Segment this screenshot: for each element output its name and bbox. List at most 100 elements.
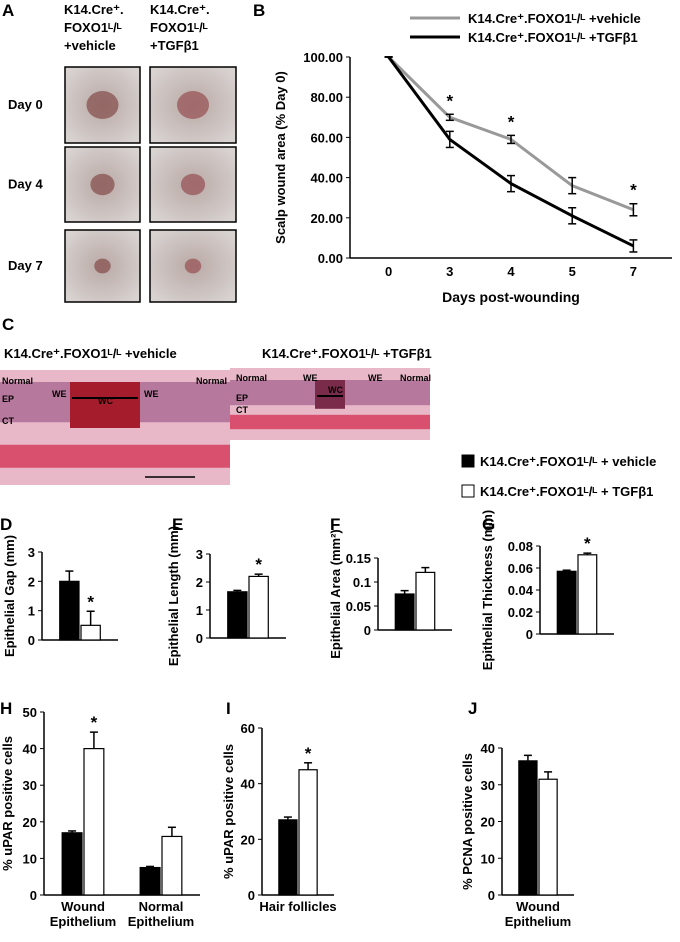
significance: * [630, 181, 637, 200]
y-tick-label: 2 [196, 575, 203, 590]
y-tick-label: 0 [28, 633, 35, 648]
y-tick-label: 40 [23, 742, 37, 757]
y-tick-label: 10 [23, 851, 37, 866]
panel-letter: A [2, 1, 14, 20]
bar [248, 575, 269, 639]
tissue-label: Normal [2, 376, 33, 386]
y-tick-label: 2 [28, 574, 35, 589]
row-label: Day 7 [8, 258, 43, 273]
y-tick-label: 20.00 [310, 211, 343, 226]
tissue-label: WE [303, 373, 318, 383]
wound [90, 173, 115, 196]
x-tick-label: Wound [516, 899, 560, 914]
bar [556, 570, 577, 635]
tissue-label: Normal [400, 373, 431, 383]
bar [83, 747, 105, 896]
y-tick-label: 100.00 [303, 50, 343, 65]
bar [161, 835, 183, 896]
y-tick-label: 3 [196, 547, 203, 562]
y-tick-label: 1 [196, 603, 203, 618]
wound-gap [70, 382, 140, 428]
section-title: K14.Cre⁺.FOXO1ᴸ/ᴸ +vehicle [4, 346, 177, 361]
bar [80, 624, 101, 641]
bar [278, 819, 298, 896]
y-tick-label: 3 [28, 545, 35, 560]
legend-swatch [461, 484, 475, 498]
y-axis-label: Epithelial Gap (mm) [2, 535, 17, 657]
y-axis-label: % uPAR positive cells [221, 744, 236, 879]
bar [298, 769, 318, 896]
tissue-label: EP [236, 393, 248, 403]
bar [139, 866, 161, 896]
tissue-label: EP [2, 394, 14, 404]
tissue-label: CT [2, 416, 14, 426]
section-title: K14.Cre⁺.FOXO1ᴸ/ᴸ +TGFβ1 [262, 346, 432, 361]
y-tick-label: 0.1 [353, 575, 371, 590]
x-tick-label: 7 [630, 264, 637, 279]
x-tick-label: Epithelium [505, 914, 571, 929]
y-tick-label: 0 [364, 623, 371, 638]
significance: * [255, 555, 262, 574]
panel-letter: H [0, 699, 12, 718]
x-axis-label: Days post-wounding [442, 289, 580, 305]
y-tick-label: 0 [488, 888, 495, 903]
legend-label: K14.Cre⁺.FOXO1ᴸ/ᴸ + TGFβ1 [480, 484, 653, 499]
legend-label: K14.Cre⁺.FOXO1ᴸ/ᴸ +TGFβ1 [468, 30, 638, 45]
y-axis-label: Epithelial Length (mm) [166, 526, 181, 666]
y-tick-label: 20 [481, 815, 495, 830]
wound [86, 91, 119, 119]
y-tick-label: 0.02 [508, 605, 533, 620]
y-tick-label: 0.00 [318, 251, 343, 266]
series-line [387, 56, 635, 248]
y-tick-label: 0.06 [508, 561, 533, 576]
y-tick-label: 40 [481, 741, 495, 756]
y-tick-label: 60.00 [310, 130, 343, 145]
column-header: FOXO1ᴸ/ᴸ [64, 20, 122, 35]
y-tick-label: 0 [248, 888, 255, 903]
column-header: +vehicle [64, 38, 116, 53]
bar [394, 593, 415, 631]
wound [180, 173, 206, 196]
panel-letter: D [0, 515, 12, 534]
wound [177, 91, 209, 119]
significance: * [584, 534, 591, 553]
x-tick-label: 3 [446, 264, 453, 279]
x-tick-label: Epithelium [128, 914, 194, 929]
row-label: Day 0 [8, 97, 43, 112]
y-tick-label: 0 [196, 631, 203, 646]
wound [94, 258, 111, 274]
tissue-label: WC [98, 396, 113, 406]
bone [230, 414, 430, 430]
panel-letter: C [2, 315, 14, 334]
tissue-label: Normal [196, 376, 227, 386]
row-label: Day 4 [8, 177, 43, 192]
y-axis-label: Epithelial Area (mm²) [328, 529, 343, 659]
x-tick-label: 0 [385, 264, 392, 279]
y-tick-label: 50 [23, 705, 37, 720]
y-tick-label: 0.08 [508, 539, 533, 554]
x-tick-label: Epithelium [50, 914, 116, 929]
tissue-label: WE [52, 389, 67, 399]
legend-label: K14.Cre⁺.FOXO1ᴸ/ᴸ +vehicle [468, 11, 641, 26]
y-tick-label: 0 [526, 627, 533, 642]
y-tick-label: 0 [30, 888, 37, 903]
column-header: +TGFβ1 [150, 38, 199, 53]
wound [184, 258, 202, 274]
panel-letter: J [468, 699, 477, 718]
significance: * [87, 592, 94, 611]
y-axis-label: Epithelial Thickness (mm) [480, 510, 495, 670]
y-tick-label: 20 [241, 832, 255, 847]
panel-letter: B [253, 1, 265, 20]
bar [577, 554, 598, 635]
y-tick-label: 1 [28, 604, 35, 619]
x-tick-label: 5 [569, 264, 576, 279]
y-tick-label: 0.15 [346, 551, 371, 566]
column-header: K14.Cre⁺. [150, 2, 210, 17]
tissue-label: CT [236, 405, 248, 415]
x-tick-label: Normal [139, 899, 184, 914]
y-tick-label: 80.00 [310, 90, 343, 105]
x-tick-label: Wound [61, 899, 105, 914]
tissue-label: WE [144, 389, 159, 399]
wound-gap [315, 380, 345, 409]
bar [538, 778, 558, 896]
